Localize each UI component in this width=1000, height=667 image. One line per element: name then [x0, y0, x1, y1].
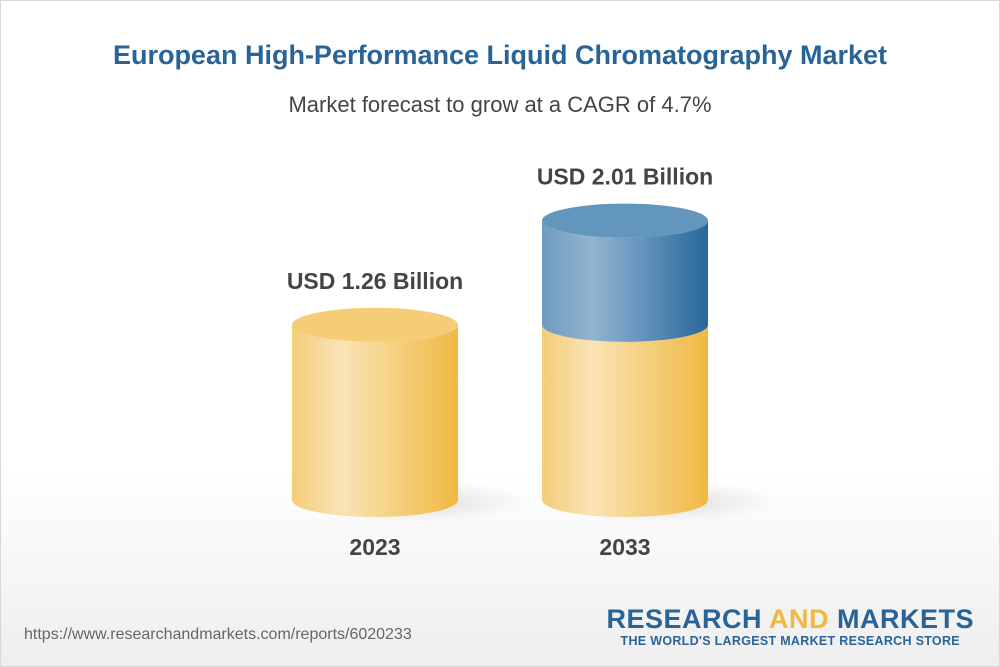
source-url[interactable]: https://www.researchandmarkets.com/repor… [24, 626, 412, 643]
cylinder-top [542, 203, 708, 238]
category-label: 2023 [349, 534, 400, 560]
data-label: USD 2.01 Billion [537, 164, 713, 190]
cylinder-base-2033 [542, 324, 708, 517]
cylinder-base-2023 [292, 324, 458, 517]
logo-text-markets: MARKETS [829, 604, 974, 634]
logo: RESEARCH AND MARKETS THE WORLD'S LARGEST… [606, 604, 974, 648]
cylinder-top [292, 307, 458, 342]
logo-text-and: AND [769, 604, 829, 634]
logo-tagline: THE WORLD'S LARGEST MARKET RESEARCH STOR… [620, 634, 960, 648]
category-label: 2033 [599, 534, 650, 560]
cylinder-growth-2033 [542, 220, 708, 342]
data-label: USD 1.26 Billion [287, 268, 463, 294]
chart-title: European High-Performance Liquid Chromat… [112, 40, 888, 70]
chart-subtitle: Market forecast to grow at a CAGR of 4.7… [288, 92, 712, 117]
logo-text: RESEARCH [606, 604, 769, 634]
